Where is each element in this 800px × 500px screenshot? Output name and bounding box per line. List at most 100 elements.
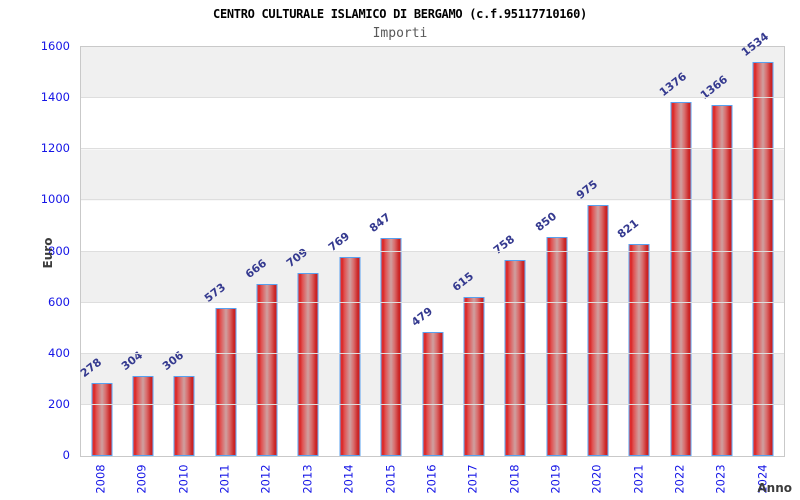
x-tick-label: 2012 bbox=[259, 464, 274, 494]
gridline bbox=[81, 301, 784, 303]
bar-2016 bbox=[422, 331, 444, 456]
bar-value-label: 278 bbox=[77, 355, 104, 380]
bar-value-label: 821 bbox=[615, 216, 642, 242]
bar-cell-2010: 306 bbox=[160, 47, 205, 456]
gridline bbox=[81, 199, 784, 201]
bar-value-label: 666 bbox=[243, 256, 270, 281]
bar-cell-2011: 573 bbox=[202, 47, 246, 456]
x-tick-2019: 2019 bbox=[535, 458, 576, 500]
bar-cell-2019: 850 bbox=[532, 47, 577, 456]
y-tick-label: 1400 bbox=[40, 90, 70, 105]
bar-2021 bbox=[628, 244, 650, 456]
x-tick-2015: 2015 bbox=[370, 458, 411, 500]
bar-2014 bbox=[339, 257, 361, 456]
bar-2019 bbox=[546, 236, 568, 456]
gridline bbox=[81, 97, 784, 99]
bar-cell-2008: 278 bbox=[77, 47, 122, 456]
bar-2023 bbox=[711, 104, 733, 456]
bar-2008 bbox=[91, 382, 113, 456]
bar-value-label: 1376 bbox=[656, 70, 689, 100]
x-tick-2009: 2009 bbox=[121, 458, 162, 500]
x-tick-2018: 2018 bbox=[494, 458, 535, 500]
bar-value-label: 758 bbox=[491, 232, 518, 258]
chart-title: CENTRO CULTURALE ISLAMICO DI BERGAMO (c.… bbox=[213, 7, 587, 21]
x-tick-label: 2023 bbox=[714, 464, 729, 494]
x-tick-label: 2008 bbox=[93, 464, 108, 494]
bar-2024 bbox=[752, 61, 774, 456]
x-tick-2020: 2020 bbox=[576, 458, 617, 500]
bar-2020 bbox=[587, 204, 609, 456]
bar-2012 bbox=[256, 283, 278, 456]
x-tick-label: 2013 bbox=[300, 464, 315, 494]
bar-2018 bbox=[504, 260, 526, 456]
y-tick-label: 200 bbox=[48, 396, 70, 411]
bar-value-label: 479 bbox=[408, 304, 435, 329]
x-tick-label: 2020 bbox=[589, 464, 604, 494]
bar-2015 bbox=[380, 237, 402, 456]
x-tick-2021: 2021 bbox=[618, 458, 659, 500]
bar-value-label: 709 bbox=[284, 245, 311, 270]
bar-2022 bbox=[670, 102, 692, 456]
bar-cell-2015: 847 bbox=[367, 47, 412, 456]
x-tick-label: 2011 bbox=[217, 464, 232, 494]
bar-2011 bbox=[215, 307, 237, 456]
x-tick-2014: 2014 bbox=[328, 458, 369, 500]
bar-2009 bbox=[132, 376, 154, 456]
bar-2013 bbox=[297, 272, 319, 456]
chart-subtitle: Importi bbox=[372, 26, 428, 41]
y-axis-ticks: 0 200 400 600 800 1000 1200 1400 1600 bbox=[0, 39, 70, 462]
x-tick-2017: 2017 bbox=[452, 458, 493, 500]
bar-2017 bbox=[463, 296, 485, 456]
gridline bbox=[81, 250, 784, 252]
bar-cell-2018: 758 bbox=[491, 47, 536, 456]
gridline bbox=[81, 148, 784, 150]
bar-value-label: 975 bbox=[573, 177, 601, 202]
x-tick-label: 2014 bbox=[341, 464, 356, 494]
bar-value-label: 847 bbox=[367, 210, 394, 235]
x-axis-label: Anno bbox=[757, 481, 792, 495]
y-tick-label: 800 bbox=[48, 243, 70, 258]
x-tick-2016: 2016 bbox=[411, 458, 452, 500]
gridline bbox=[81, 403, 784, 405]
x-tick-2011: 2011 bbox=[204, 458, 245, 500]
x-tick-label: 2019 bbox=[548, 464, 563, 494]
bar-cell-2013: 709 bbox=[284, 47, 329, 456]
bar-cell-2014: 769 bbox=[326, 47, 370, 456]
x-axis-ticks: 2008 2009 2010 2011 2012 2013 2014 2015 2016 2017… bbox=[80, 458, 783, 500]
x-tick-label: 2017 bbox=[465, 464, 480, 494]
y-tick-label: 1600 bbox=[40, 39, 70, 53]
y-tick-label: 0 bbox=[62, 448, 70, 462]
bar-cell-2023: 1366 bbox=[698, 47, 742, 456]
x-tick-label: 2016 bbox=[424, 464, 439, 494]
bar-cell-2009: 304 bbox=[119, 47, 163, 456]
x-tick-label: 2022 bbox=[672, 464, 687, 494]
x-tick-2022: 2022 bbox=[659, 458, 700, 500]
bars-container: 278 304 306 573 666 709 769 847 479 615 758 850 975 8… bbox=[77, 30, 784, 456]
bar-2010 bbox=[173, 375, 195, 456]
y-axis-label: Euro bbox=[41, 237, 55, 269]
x-tick-label: 2015 bbox=[383, 464, 398, 494]
bar-cell-2012: 666 bbox=[243, 47, 287, 456]
x-tick-label: 2018 bbox=[507, 464, 522, 494]
bar-cell-2020: 975 bbox=[573, 47, 618, 456]
x-tick-2012: 2012 bbox=[245, 458, 286, 500]
y-tick-label: 600 bbox=[48, 294, 70, 309]
x-tick-label: 2010 bbox=[176, 464, 191, 494]
x-tick-label: 2009 bbox=[135, 464, 150, 494]
bar-value-label: 615 bbox=[449, 269, 477, 294]
x-tick-label: 2021 bbox=[631, 464, 646, 494]
x-tick-2010: 2010 bbox=[163, 458, 204, 500]
y-tick-label: 400 bbox=[48, 345, 70, 360]
y-tick-label: 1000 bbox=[40, 192, 70, 207]
bar-value-label: 850 bbox=[532, 209, 559, 234]
plot-area: 278 304 306 573 666 709 769 847 479 615 758 850 975 8… bbox=[77, 30, 785, 457]
y-tick-label: 1200 bbox=[40, 141, 70, 156]
x-tick-2008: 2008 bbox=[80, 458, 121, 500]
x-tick-2013: 2013 bbox=[287, 458, 328, 500]
x-tick-2023: 2023 bbox=[700, 458, 741, 500]
bar-cell-2016: 479 bbox=[408, 47, 453, 456]
bar-cell-2017: 615 bbox=[449, 47, 494, 456]
bar-cell-2021: 821 bbox=[615, 47, 660, 456]
gridline bbox=[81, 352, 784, 354]
